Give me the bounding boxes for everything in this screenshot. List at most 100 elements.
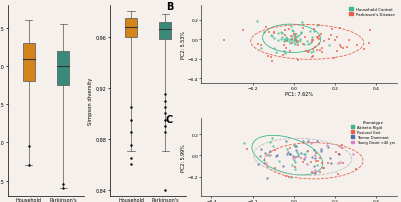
Point (281, 38, 288, 41)
Point (288, 30, 295, 33)
Point (331, 39, 338, 42)
Point (269, 60, 275, 63)
Point (286, 38, 293, 41)
Point (332, 151, 339, 154)
Point (298, 33, 305, 36)
Point (317, 150, 324, 153)
Point (349, 153, 356, 156)
Point (312, 168, 318, 171)
Point (319, 51, 325, 55)
Point (308, 36, 315, 39)
Point (294, 42, 300, 45)
Point (340, 47, 346, 50)
Point (316, 38, 322, 41)
Point (309, 171, 315, 174)
Point (352, 167, 359, 170)
Point (294, 41, 300, 44)
Point (345, 39, 352, 42)
Point (337, 27, 343, 31)
Text: C: C (166, 115, 173, 124)
Point (324, 146, 331, 149)
Point (310, 50, 316, 53)
Point (293, 39, 300, 42)
Point (339, 146, 346, 149)
Point (269, 137, 275, 140)
Point (298, 151, 305, 155)
Point (314, 163, 320, 167)
Point (328, 35, 334, 38)
Point (288, 25, 295, 29)
Point (334, 50, 340, 53)
Point (312, 159, 319, 163)
Point (305, 51, 311, 54)
Point (290, 30, 296, 33)
Point (288, 176, 295, 179)
Point (282, 52, 289, 55)
Point (283, 37, 290, 40)
Point (302, 156, 308, 159)
Point (302, 36, 308, 40)
Point (313, 49, 320, 52)
Point (301, 153, 307, 156)
Point (239, 29, 246, 33)
Point (312, 46, 318, 49)
Point (309, 156, 315, 159)
Point (335, 162, 341, 165)
Point (314, 140, 320, 143)
Point (360, 48, 367, 52)
Point (295, 153, 301, 156)
Point (275, 160, 282, 163)
Y-axis label: PC2: 5.99%: PC2: 5.99% (181, 143, 186, 171)
X-axis label: PC1: 7.62%: PC1: 7.62% (285, 92, 313, 97)
Point (291, 33, 298, 36)
Point (290, 156, 297, 159)
Point (298, 31, 304, 34)
Point (289, 164, 296, 167)
Point (291, 156, 298, 159)
Point (280, 54, 286, 58)
Point (254, 21, 260, 24)
Point (288, 38, 295, 41)
Point (336, 153, 342, 156)
Point (336, 144, 342, 148)
Point (308, 142, 314, 145)
Point (292, 44, 298, 47)
Point (314, 36, 321, 39)
Point (281, 44, 288, 47)
Point (304, 40, 310, 43)
Point (312, 157, 318, 160)
FancyBboxPatch shape (160, 22, 172, 40)
FancyBboxPatch shape (125, 19, 137, 38)
Point (324, 161, 331, 164)
FancyBboxPatch shape (57, 52, 69, 86)
Point (283, 139, 290, 143)
Point (338, 46, 344, 49)
Legend: Akinetic Rigid, Postural Gait, Tremor Dominant, Young Onset <40 yrs: Akinetic Rigid, Postural Gait, Tremor Do… (351, 120, 395, 144)
Point (265, 31, 272, 34)
Point (284, 38, 291, 42)
Point (289, 35, 295, 38)
Point (281, 50, 288, 54)
Point (330, 57, 337, 60)
Point (287, 152, 293, 155)
Point (282, 39, 288, 42)
Point (271, 31, 277, 34)
Point (292, 156, 299, 159)
Point (316, 157, 323, 160)
Point (292, 165, 298, 168)
Point (337, 160, 343, 164)
Point (271, 37, 277, 40)
Point (283, 47, 289, 50)
Point (316, 43, 322, 46)
Point (286, 175, 292, 179)
Point (304, 162, 310, 166)
Point (313, 152, 320, 155)
Point (339, 143, 345, 147)
Point (312, 171, 318, 175)
Point (319, 47, 325, 51)
Point (284, 153, 290, 156)
Point (263, 27, 269, 30)
Point (292, 145, 298, 148)
Point (267, 153, 273, 157)
Point (288, 35, 294, 39)
